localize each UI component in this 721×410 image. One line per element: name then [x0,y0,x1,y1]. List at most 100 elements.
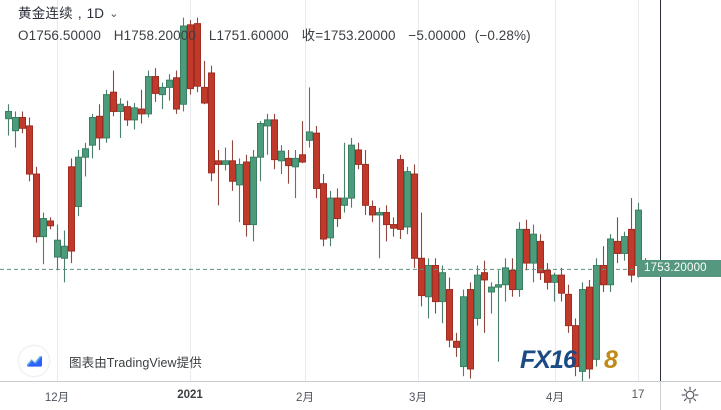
candlestick [530,224,537,283]
candlestick [411,164,418,268]
symbol-name[interactable]: 黄金连续 [18,6,73,21]
candlestick [33,166,40,243]
candlestick [75,149,82,217]
candle-body-up [327,197,334,239]
symbol-row[interactable]: 黄金连续 , 1D ⌄ [18,6,531,23]
candle-body-down [285,157,292,167]
candle-body-up [89,116,96,146]
candle-body-up [180,25,187,105]
candlestick [173,70,180,114]
candlestick [313,125,320,199]
candle-body-up [495,284,502,288]
candlestick [376,207,383,259]
candle-body-up [593,264,600,360]
x-axis-tick-label: 3月 [409,392,427,404]
candlestick [117,98,124,138]
candlestick [236,158,243,223]
candlestick [516,222,523,297]
high-label: H [113,28,124,43]
candlestick [537,234,544,280]
candle-body-up [292,157,299,168]
candle-body-down [47,220,54,227]
current-price-tag[interactable]: 1753.20000 [637,260,721,278]
candle-body-down [523,228,530,264]
candlestick [299,121,306,164]
candlestick [278,145,285,175]
candlestick [418,212,425,307]
candle-body-up [250,156,257,226]
candle-body-up [341,197,348,206]
candlestick [628,198,635,283]
candle-body-down [299,154,306,163]
candlestick [222,147,229,171]
candlestick [131,103,138,130]
candle-body-up [54,239,61,258]
candle-body-up [103,94,110,139]
candle-body-up [61,245,68,259]
candle-body-up [516,228,523,291]
candlestick [397,154,404,240]
x-axis-tick-label: 2月 [296,392,314,404]
candle-body-down [481,272,488,281]
candle-body-down [600,264,607,286]
candle-body-down [390,224,397,229]
chart-legend: 黄金连续 , 1D ⌄ O1756.50000 H1758.20000 L175… [18,6,531,44]
candlestick [460,289,467,377]
candle-body-down [152,76,159,94]
candle-body-down [271,119,278,161]
candle-body-down [68,166,75,252]
candle-body-down [558,274,565,294]
candle-body-down [124,106,131,121]
candlestick [159,82,166,110]
price-scale-border [660,0,661,381]
candle-body-up [117,103,124,112]
candle-body-up [12,116,19,132]
change-value: −5.00000 [408,28,466,43]
low-value: 1751.60000 [216,28,289,43]
candlestick [551,272,558,302]
fx168-watermark: FX16 8 [520,344,636,376]
candle-body-down [313,132,320,189]
candle-body-up [222,160,229,165]
candle-body-down [355,149,362,165]
candlestick [5,104,12,136]
low-label: L [208,28,217,43]
candle-body-up [607,238,614,286]
candle-body-down [201,86,208,104]
candlestick [285,149,292,184]
candle-body-up [5,110,12,120]
chevron-down-icon[interactable]: ⌄ [109,8,119,20]
candlestick [96,104,103,150]
candlestick [145,70,152,118]
settings-gear-icon[interactable] [681,386,699,404]
candle-body-up [621,236,628,254]
candle-body-up [488,286,495,293]
candlestick [19,111,26,134]
candlestick [180,17,187,112]
candle-body-down [544,269,551,283]
candlestick [348,137,355,208]
candlestick [488,282,495,314]
x-axis-tick-label: 17 [631,389,645,401]
candle-body-up [439,272,446,303]
candlestick [383,205,390,242]
candlestick [614,217,621,264]
candlestick [110,70,117,117]
candlestick [467,282,474,379]
candle-body-down [432,264,439,303]
candle-body-down [628,228,635,276]
candlestick [306,87,313,148]
x-axis[interactable]: 12月 2021 2月 3月 4月 17 [0,381,721,410]
close-value: 1753.20000 [323,28,396,43]
tradingview-logo-icon[interactable] [18,345,50,377]
candlestick [103,89,110,143]
candlestick [439,265,446,324]
interval-label[interactable]: 1D [86,6,105,21]
candlestick [586,279,593,379]
candle-body-up [145,76,152,115]
tradingview-attribution[interactable]: 图表由TradingView提供 [18,345,202,377]
candlestick [369,200,376,223]
candlestick [327,190,334,247]
